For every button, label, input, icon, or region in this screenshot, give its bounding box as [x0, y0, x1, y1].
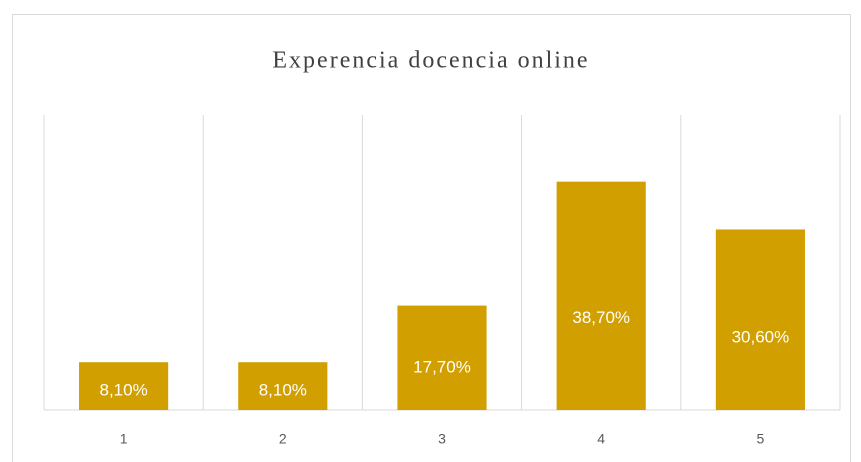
chart-title: Experencia docencia online [272, 48, 589, 74]
x-tick-label: 4 [597, 431, 605, 447]
bar [556, 181, 646, 410]
data-label: 8,10% [99, 380, 147, 399]
x-tick-label: 2 [279, 431, 287, 447]
bar [715, 229, 805, 410]
x-tick-label: 5 [757, 431, 765, 447]
x-tick-label: 3 [438, 431, 446, 447]
data-label: 17,70% [413, 358, 471, 377]
data-label: 8,10% [259, 380, 307, 399]
bar [397, 305, 487, 410]
data-label: 30,60% [732, 327, 790, 346]
x-tick-label: 1 [120, 431, 128, 447]
bar [238, 362, 328, 410]
data-label: 38,70% [572, 308, 630, 327]
bar [79, 362, 169, 410]
